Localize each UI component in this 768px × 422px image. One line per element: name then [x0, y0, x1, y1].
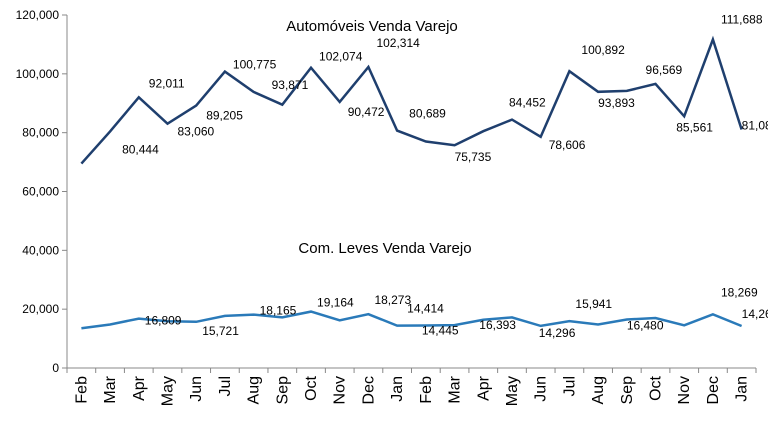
x-tick-label: Jul	[561, 376, 578, 396]
data-label: 80,444	[122, 142, 159, 156]
x-tick-label: Feb	[73, 376, 90, 404]
series-line-automoveis	[80, 35, 743, 165]
y-tick-label: 20,000	[22, 302, 59, 316]
data-labels-layer: 80,444 92,011 83,060 89,205 100,775 93,871 102…	[122, 12, 768, 339]
data-label: 75,735	[455, 150, 492, 164]
x-tick-label: Jan	[734, 376, 751, 402]
x-tick-label: Aug	[246, 376, 263, 404]
x-tick-label: Sep	[619, 376, 636, 405]
data-label: 14,414	[407, 302, 444, 316]
data-label: 96,569	[646, 63, 683, 77]
data-label: 111,688	[721, 12, 763, 26]
y-tick-label: 40,000	[22, 243, 59, 257]
data-label: 14,445	[422, 324, 459, 338]
data-label: 78,606	[549, 138, 586, 152]
series-line-com-leves	[81, 310, 743, 330]
data-label: 15,721	[202, 324, 239, 338]
data-label: 102,314	[376, 36, 420, 50]
data-label: 81,088	[742, 118, 768, 132]
x-tick-label: Apr	[475, 375, 492, 401]
data-label: 83,060	[177, 125, 214, 139]
data-label: 90,472	[348, 105, 385, 119]
data-label: 19,164	[317, 296, 354, 310]
data-label: 14,267	[742, 307, 768, 321]
data-label: 85,561	[676, 120, 713, 134]
data-label: 18,273	[374, 293, 411, 307]
series-title-automoveis: Automóveis Venda Varejo	[286, 18, 458, 35]
y-tick-label: 60,000	[22, 185, 59, 199]
data-label: 16,480	[627, 319, 664, 333]
y-tick-label: 100,000	[16, 67, 60, 81]
x-tick-label: Sep	[274, 376, 291, 405]
y-tick-label: 120,000	[16, 8, 60, 22]
x-tick-label: Jun	[188, 376, 205, 402]
x-tick-label: Jun	[533, 376, 550, 402]
data-label: 15,941	[575, 297, 612, 311]
data-label: 84,452	[509, 96, 546, 110]
chart-axes: 0 20,000 40,000 60,000 80,000 100,000 120,000 F…	[16, 8, 757, 406]
series-title-com-leves: Com. Leves Venda Varejo	[298, 240, 471, 257]
x-tick-label: Jan	[389, 376, 406, 402]
data-label: 18,269	[721, 285, 758, 299]
x-tick-label: Oct	[303, 375, 320, 400]
x-tick-label: Apr	[131, 375, 148, 401]
data-label: 16,393	[479, 318, 516, 332]
x-tick-label: Feb	[418, 376, 435, 404]
series-layer	[80, 35, 743, 330]
x-tick-label: Aug	[590, 376, 607, 404]
x-tick-label: Nov	[676, 376, 693, 404]
x-tick-label: May	[159, 376, 176, 406]
data-label: 92,011	[149, 76, 185, 90]
data-label: 93,871	[272, 78, 309, 92]
data-label: 102,074	[319, 50, 363, 64]
y-tick-label: 0	[52, 361, 59, 375]
x-tick-label: Nov	[332, 376, 349, 404]
data-label: 89,205	[206, 109, 243, 123]
data-label: 80,689	[409, 107, 446, 121]
x-tick-label: Dec	[705, 376, 722, 404]
data-label: 16,809	[145, 314, 182, 328]
data-label: 14,296	[539, 326, 576, 340]
y-tick-label: 80,000	[22, 126, 59, 140]
x-tick-label: Mar	[102, 375, 119, 403]
x-tick-label: Mar	[447, 375, 464, 403]
data-label: 100,775	[233, 58, 277, 72]
x-tick-label: Dec	[360, 376, 377, 404]
data-label: 18,165	[260, 304, 297, 318]
x-tick-label: Jul	[217, 376, 234, 396]
data-label: 100,892	[581, 43, 625, 57]
x-tick-label: May	[504, 376, 521, 406]
data-label: 93,893	[598, 96, 635, 110]
x-tick-label: Oct	[648, 375, 665, 400]
